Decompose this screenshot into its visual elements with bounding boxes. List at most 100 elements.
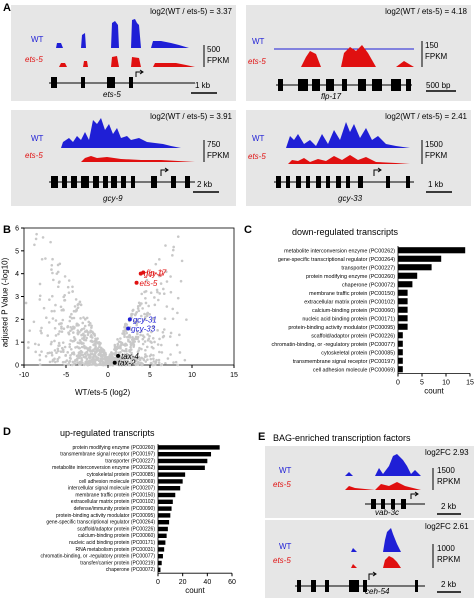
gray-point bbox=[139, 314, 143, 318]
gray-point bbox=[91, 331, 95, 335]
gray-point bbox=[76, 306, 80, 309]
gray-point bbox=[80, 333, 83, 337]
gray-point bbox=[175, 343, 179, 347]
gray-point bbox=[94, 345, 97, 349]
gray-point bbox=[137, 309, 141, 313]
gray-point bbox=[89, 339, 93, 343]
gray-point bbox=[130, 358, 133, 361]
gray-point bbox=[62, 295, 65, 299]
gray-point bbox=[138, 346, 141, 350]
gray-point bbox=[92, 356, 95, 360]
gray-point bbox=[78, 341, 81, 345]
gray-point bbox=[80, 327, 84, 331]
gray-point bbox=[93, 354, 97, 358]
x-tick-label: -10 bbox=[19, 372, 29, 379]
gray-point bbox=[27, 340, 30, 344]
panel-d-letter: D bbox=[3, 426, 11, 438]
gray-point bbox=[27, 346, 30, 350]
gray-point bbox=[154, 361, 158, 364]
point-ets-5 bbox=[134, 280, 139, 285]
gray-point bbox=[144, 315, 147, 319]
gray-point bbox=[131, 336, 134, 339]
gray-point bbox=[171, 254, 174, 257]
wt-label: WT bbox=[252, 37, 265, 46]
x-tick-label: 15 bbox=[230, 372, 238, 379]
gray-point bbox=[171, 248, 175, 252]
gray-point bbox=[80, 342, 84, 345]
gray-point bbox=[140, 330, 143, 333]
gray-point bbox=[33, 342, 37, 346]
coverage-plot bbox=[49, 19, 217, 94]
gray-point bbox=[106, 361, 109, 365]
x-tick-label: -5 bbox=[63, 372, 69, 379]
gray-point bbox=[99, 363, 103, 366]
fc-label: log2FC 2.93 bbox=[425, 448, 469, 457]
gray-point bbox=[40, 350, 43, 353]
gray-point bbox=[128, 361, 131, 365]
gray-point bbox=[78, 330, 81, 334]
gray-point bbox=[67, 331, 71, 335]
down-regulated-bar-chart: metabolite interconversion enzyme (PC002… bbox=[272, 246, 474, 396]
gray-point bbox=[125, 331, 128, 335]
gray-point bbox=[38, 363, 42, 366]
gray-point bbox=[51, 358, 55, 362]
gray-point bbox=[123, 329, 126, 332]
category-label: scaffold/adaptor protein (PC00226) bbox=[311, 334, 395, 340]
plot-frame bbox=[23, 227, 235, 366]
scale-unit: RPKM bbox=[437, 555, 461, 564]
gray-point bbox=[50, 263, 54, 267]
gray-point bbox=[123, 324, 127, 328]
gray-point bbox=[83, 334, 87, 337]
gray-point bbox=[157, 358, 161, 362]
gray-point bbox=[89, 335, 93, 338]
gray-point bbox=[153, 340, 156, 344]
gray-point bbox=[72, 363, 76, 366]
mutant-label: ets-5 bbox=[25, 55, 43, 64]
gray-point bbox=[121, 332, 124, 335]
gray-point bbox=[70, 316, 74, 320]
coverage-plot bbox=[305, 454, 461, 515]
gray-point bbox=[165, 305, 169, 308]
gray-point bbox=[156, 298, 160, 302]
gray-point bbox=[138, 304, 142, 307]
gray-point bbox=[119, 346, 122, 350]
gray-point bbox=[183, 358, 187, 362]
gray-point bbox=[70, 347, 73, 351]
category-label: metabolite interconversion enzyme (PC002… bbox=[52, 465, 155, 471]
track-vab3c: log2FC 2.93 WT ets-5 1500 RPKM vab-3c 2 … bbox=[265, 446, 474, 518]
gray-point bbox=[150, 330, 153, 334]
gray-point bbox=[59, 322, 62, 325]
gray-point bbox=[59, 305, 63, 309]
bar bbox=[158, 486, 181, 491]
gray-point bbox=[114, 352, 118, 355]
gray-point bbox=[143, 318, 146, 321]
gray-point bbox=[168, 335, 172, 338]
gray-point bbox=[116, 343, 120, 346]
gray-point bbox=[158, 258, 161, 261]
y-tick-label: 5 bbox=[15, 248, 19, 255]
gray-point bbox=[56, 347, 60, 351]
scale-unit: FPKM bbox=[425, 52, 448, 61]
category-label: chaperone (PC00072) bbox=[106, 567, 156, 573]
gray-point bbox=[158, 350, 161, 354]
gray-point bbox=[123, 353, 126, 357]
coverage-plot bbox=[274, 41, 456, 92]
gray-point bbox=[71, 325, 75, 329]
bar bbox=[158, 520, 170, 525]
gray-point bbox=[89, 363, 93, 366]
track-flp17: log2(WT / ets-5) = 4.18 WT ets-5 150 FPK… bbox=[246, 5, 471, 101]
gray-point bbox=[81, 337, 84, 340]
bar bbox=[398, 289, 408, 296]
gray-point bbox=[117, 340, 121, 343]
gray-point bbox=[70, 327, 74, 331]
gray-point bbox=[86, 333, 90, 337]
gray-point bbox=[158, 274, 161, 278]
category-label: cytoskeletal protein (PC00085) bbox=[321, 351, 395, 357]
gray-point bbox=[161, 331, 165, 334]
gray-point bbox=[132, 343, 136, 347]
label-flp-17: flp-17 bbox=[146, 269, 167, 278]
x-tick-label: 10 bbox=[188, 372, 196, 379]
gray-point bbox=[38, 298, 42, 301]
category-label: nucleic acid binding protein (PC00171) bbox=[69, 540, 155, 546]
gray-point bbox=[176, 363, 179, 367]
